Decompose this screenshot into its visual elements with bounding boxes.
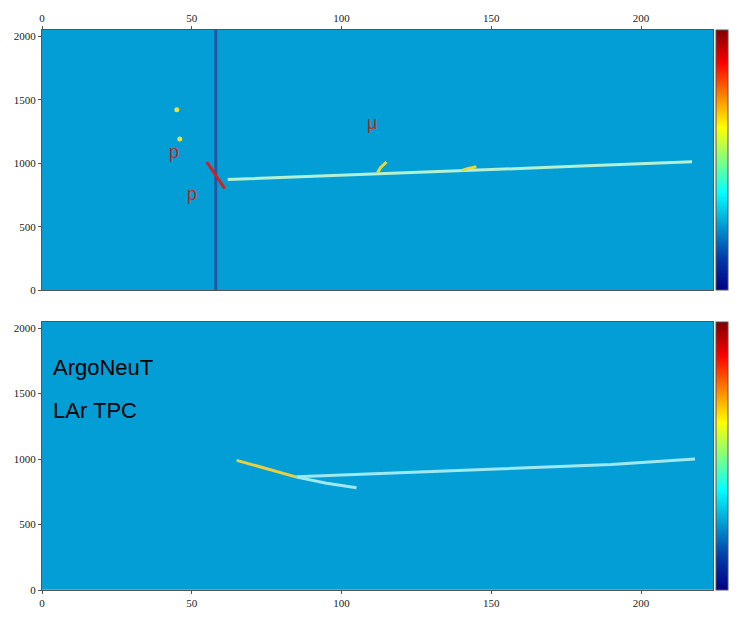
svg-text:0: 0 xyxy=(30,584,36,596)
svg-text:150: 150 xyxy=(483,597,500,609)
svg-text:100: 100 xyxy=(333,12,350,24)
svg-text:50: 50 xyxy=(186,597,198,609)
svg-text:LAr TPC: LAr TPC xyxy=(53,398,137,423)
svg-text:2000: 2000 xyxy=(14,322,37,334)
svg-text:0: 0 xyxy=(30,284,36,296)
svg-text:500: 500 xyxy=(19,518,36,530)
svg-text:1000: 1000 xyxy=(14,157,37,169)
svg-text:0: 0 xyxy=(39,597,45,609)
svg-text:200: 200 xyxy=(633,12,650,24)
svg-text:μ: μ xyxy=(367,113,377,133)
svg-text:0: 0 xyxy=(39,12,45,24)
svg-text:ArgoNeuT: ArgoNeuT xyxy=(53,355,153,380)
svg-text:150: 150 xyxy=(483,12,500,24)
svg-text:1500: 1500 xyxy=(14,94,37,106)
svg-text:1000: 1000 xyxy=(14,453,37,465)
svg-text:1500: 1500 xyxy=(14,387,37,399)
svg-text:500: 500 xyxy=(19,221,36,233)
svg-text:p: p xyxy=(169,142,179,162)
svg-text:50: 50 xyxy=(186,12,198,24)
svg-text:p: p xyxy=(187,184,197,204)
svg-text:100: 100 xyxy=(333,597,350,609)
svg-text:2000: 2000 xyxy=(14,30,37,42)
svg-text:200: 200 xyxy=(633,597,650,609)
